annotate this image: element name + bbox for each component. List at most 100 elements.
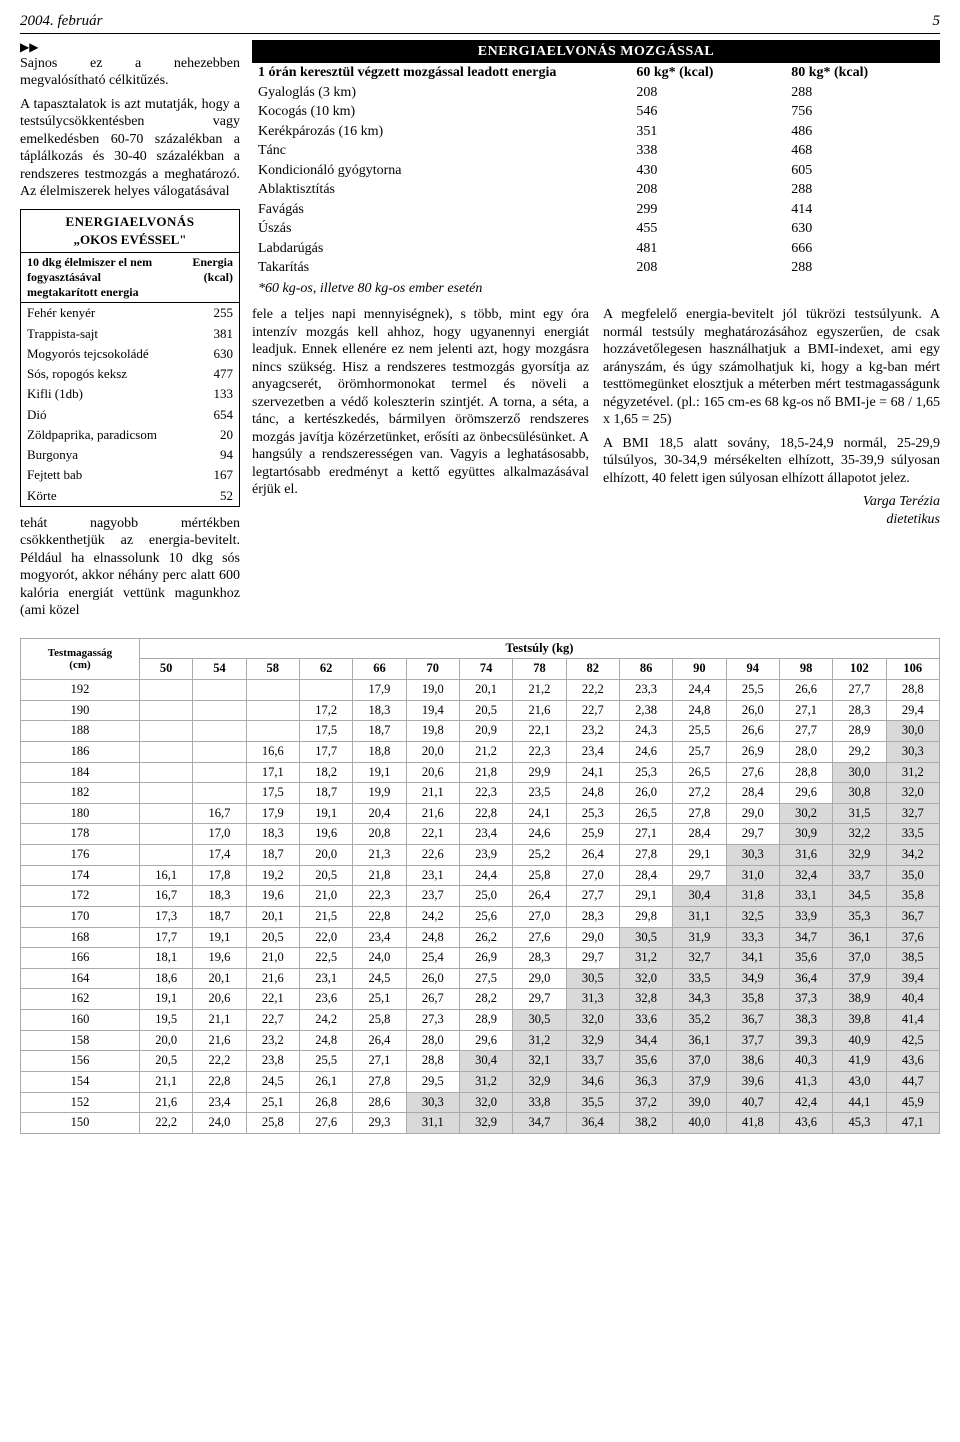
bmi-cell: 23,3 <box>619 680 672 701</box>
bmi-cell: 20,4 <box>353 803 406 824</box>
bmi-cell: 20,5 <box>246 927 299 948</box>
bmi-weight-header: 62 <box>299 659 352 680</box>
bmi-cell: 27,0 <box>513 906 566 927</box>
bmi-cell: 30,3 <box>406 1092 459 1113</box>
bmi-cell: 18,2 <box>299 762 352 783</box>
bmi-cell: 28,3 <box>513 948 566 969</box>
food-kcal: 20 <box>177 425 239 445</box>
bmi-cell: 37,9 <box>833 968 886 989</box>
bmi-cell: 25,1 <box>246 1092 299 1113</box>
bmi-cell: 23,6 <box>299 989 352 1010</box>
exercise-80kg: 486 <box>785 122 940 142</box>
bmi-cell: 40,0 <box>673 1113 726 1134</box>
bmi-cell: 41,8 <box>726 1113 779 1134</box>
bmi-cell: 22,8 <box>459 803 512 824</box>
bmi-cell <box>193 700 246 721</box>
bmi-cell: 29,7 <box>566 948 619 969</box>
bmi-cell: 24,5 <box>246 1071 299 1092</box>
bmi-cell: 19,5 <box>139 1010 192 1031</box>
body-p1: fele a teljes napi mennyiségnek), s több… <box>252 306 589 499</box>
bmi-cell: 33,7 <box>833 865 886 886</box>
food-kcal: 654 <box>177 405 239 425</box>
bmi-cell: 44,1 <box>833 1092 886 1113</box>
bmi-table: Testmagasság(cm) Testsúly (kg) 505458626… <box>20 638 940 1134</box>
exercise-60kg: 299 <box>630 200 785 220</box>
bmi-cell: 33,1 <box>779 886 832 907</box>
bmi-cell: 47,1 <box>886 1113 939 1134</box>
bmi-cell: 27,8 <box>673 803 726 824</box>
bmi-cell: 17,9 <box>246 803 299 824</box>
bmi-cell: 25,9 <box>566 824 619 845</box>
exercise-row: Gyaloglás (3 km)208288 <box>252 83 940 103</box>
bmi-cell <box>193 762 246 783</box>
bmi-cell: 25,0 <box>459 886 512 907</box>
bmi-cell: 23,4 <box>566 741 619 762</box>
exercise-80kg: 468 <box>785 141 940 161</box>
bmi-cell: 16,6 <box>246 741 299 762</box>
exercise-80kg: 666 <box>785 239 940 259</box>
bmi-cell: 16,7 <box>193 803 246 824</box>
bmi-height: 152 <box>21 1092 140 1113</box>
bmi-weight-header: 82 <box>566 659 619 680</box>
bmi-cell: 25,8 <box>353 1010 406 1031</box>
bmi-cell: 25,4 <box>406 948 459 969</box>
bmi-cell: 23,4 <box>459 824 512 845</box>
bmi-row: 19217,919,020,121,222,223,324,425,526,62… <box>21 680 940 701</box>
bmi-cell: 19,8 <box>406 721 459 742</box>
bmi-cell: 26,4 <box>353 1030 406 1051</box>
bmi-cell: 36,1 <box>833 927 886 948</box>
bmi-cell: 22,3 <box>353 886 406 907</box>
bmi-cell: 19,1 <box>299 803 352 824</box>
exercise-row: Tánc338468 <box>252 141 940 161</box>
bmi-cell: 30,4 <box>673 886 726 907</box>
right-area: ENERGIAELVONÁS MOZGÁSSAL 1 órán keresztü… <box>252 40 940 626</box>
food-row: Körte52 <box>21 486 239 506</box>
bmi-cell: 40,3 <box>779 1051 832 1072</box>
bmi-cell: 28,2 <box>459 989 512 1010</box>
bmi-cell: 17,1 <box>246 762 299 783</box>
food-row: Sós, ropogós keksz477 <box>21 364 239 384</box>
bmi-cell: 40,9 <box>833 1030 886 1051</box>
box1-title-line2: „OKOS EVÉSSEL" <box>21 232 239 252</box>
bmi-cell: 35,8 <box>886 886 939 907</box>
bmi-cell <box>193 680 246 701</box>
food-row: Dió654 <box>21 405 239 425</box>
bmi-cell: 26,2 <box>459 927 512 948</box>
bmi-cell: 29,1 <box>673 845 726 866</box>
bmi-cell: 33,8 <box>513 1092 566 1113</box>
bmi-cell <box>139 824 192 845</box>
author-signature: Varga Terézia dietetikus <box>603 493 940 528</box>
bmi-weight-header: 66 <box>353 659 406 680</box>
bmi-cell: 27,7 <box>779 721 832 742</box>
bmi-cell: 27,8 <box>353 1071 406 1092</box>
header-page-number: 5 <box>933 12 941 31</box>
bmi-cell: 35,3 <box>833 906 886 927</box>
food-name: Mogyorós tejcsokoládé <box>21 344 177 364</box>
main-content: ▶▶ Sajnos ez a nehezebben megvalósítható… <box>20 40 940 626</box>
bmi-cell: 26,1 <box>299 1071 352 1092</box>
bmi-cell: 27,6 <box>513 927 566 948</box>
bmi-cell: 42,5 <box>886 1030 939 1051</box>
bmi-cell: 17,3 <box>139 906 192 927</box>
food-row: Zöldpaprika, paradicsom20 <box>21 425 239 445</box>
bmi-cell: 17,5 <box>246 783 299 804</box>
bmi-height: 160 <box>21 1010 140 1031</box>
bmi-cell: 28,9 <box>459 1010 512 1031</box>
bmi-cell <box>246 680 299 701</box>
bmi-cell: 31,2 <box>459 1071 512 1092</box>
bmi-cell <box>139 803 192 824</box>
bmi-row: 18616,617,718,820,021,222,323,424,625,72… <box>21 741 940 762</box>
bmi-cell: 18,3 <box>246 824 299 845</box>
bmi-cell: 27,6 <box>299 1113 352 1134</box>
bmi-weight-header: 86 <box>619 659 672 680</box>
bmi-cell: 27,7 <box>566 886 619 907</box>
exercise-row: Ablaktisztítás208288 <box>252 180 940 200</box>
bmi-cell: 20,5 <box>299 865 352 886</box>
bmi-cell: 23,1 <box>299 968 352 989</box>
left-column: ▶▶ Sajnos ez a nehezebben megvalósítható… <box>20 40 240 626</box>
food-kcal: 94 <box>177 445 239 465</box>
bmi-cell: 35,6 <box>779 948 832 969</box>
bmi-cell: 23,4 <box>353 927 406 948</box>
bmi-weight-header: 70 <box>406 659 459 680</box>
bmi-cell: 37,3 <box>779 989 832 1010</box>
